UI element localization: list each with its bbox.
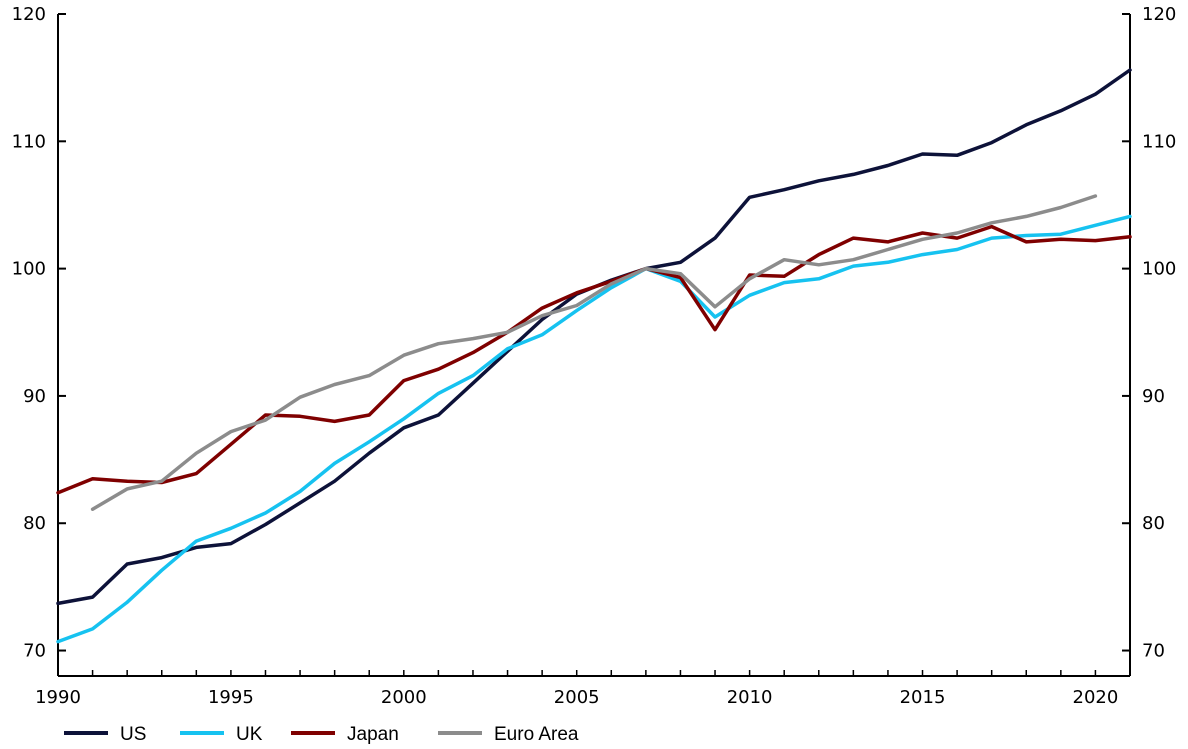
x-tick-label: 2010 bbox=[727, 687, 773, 708]
x-tick-label: 1990 bbox=[35, 687, 81, 708]
y-tick-label-right: 70 bbox=[1142, 641, 1165, 662]
y-tick-label-left: 100 bbox=[12, 259, 46, 280]
y-tick-label-right: 90 bbox=[1142, 386, 1165, 407]
x-tick-label: 2005 bbox=[554, 687, 600, 708]
series-line-us bbox=[56, 68, 1132, 606]
legend-label-japan: Japan bbox=[347, 724, 399, 745]
legend-label-uk: UK bbox=[236, 724, 263, 745]
y-tick-label-right: 120 bbox=[1142, 4, 1176, 25]
x-tick-label: 2015 bbox=[900, 687, 946, 708]
chart-legend: US UK Japan Euro Area bbox=[64, 724, 579, 745]
series-line-euro-area bbox=[90, 194, 1098, 511]
x-tick-label: 2020 bbox=[1073, 687, 1119, 708]
y-tick-label-left: 110 bbox=[12, 131, 46, 152]
legend-label-euro-area: Euro Area bbox=[494, 724, 579, 745]
y-tick-label-left: 80 bbox=[23, 513, 46, 534]
legend-label-us: US bbox=[120, 724, 146, 745]
y-tick-label-left: 70 bbox=[23, 641, 46, 662]
chart-axes: 70 70 80 80 90 90 100 100 110 110 120 120 1990 1995 20… bbox=[12, 4, 1177, 708]
y-tick-label-right: 80 bbox=[1142, 513, 1165, 534]
x-tick-label: 2000 bbox=[381, 687, 427, 708]
y-tick-label-right: 100 bbox=[1142, 259, 1176, 280]
y-tick-label-right: 110 bbox=[1142, 131, 1176, 152]
series-line-japan bbox=[56, 224, 1132, 495]
series-line-uk bbox=[56, 214, 1132, 644]
y-tick-label-left: 120 bbox=[12, 4, 46, 25]
x-tick-label: 1995 bbox=[208, 687, 254, 708]
chart-series bbox=[56, 68, 1132, 644]
y-tick-label-left: 90 bbox=[23, 386, 46, 407]
